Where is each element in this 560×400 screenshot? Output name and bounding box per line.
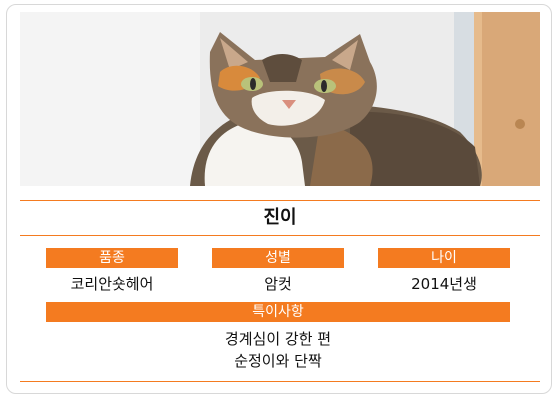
age-label: 나이 [378, 248, 510, 268]
sex-label: 성별 [212, 248, 344, 268]
breed-label: 품종 [46, 248, 178, 268]
divider-top [20, 200, 540, 201]
age-value: 2014년생 [411, 275, 477, 293]
notes-label: 특이사항 [46, 302, 510, 322]
notes-line-1: 경계심이 강한 편 [224, 330, 332, 348]
notes-list: 경계심이 강한 편 순정이와 단짝 [46, 328, 510, 372]
cat-photo-illustration [20, 12, 540, 186]
divider-bottom [20, 381, 540, 382]
notes-line-2: 순정이와 단짝 [234, 352, 322, 370]
pet-name: 진이 [263, 207, 297, 228]
breed-value: 코리안숏헤어 [70, 275, 154, 293]
divider-under-name [20, 235, 540, 236]
cat-photo [20, 12, 540, 186]
sex-value: 암컷 [264, 275, 292, 293]
